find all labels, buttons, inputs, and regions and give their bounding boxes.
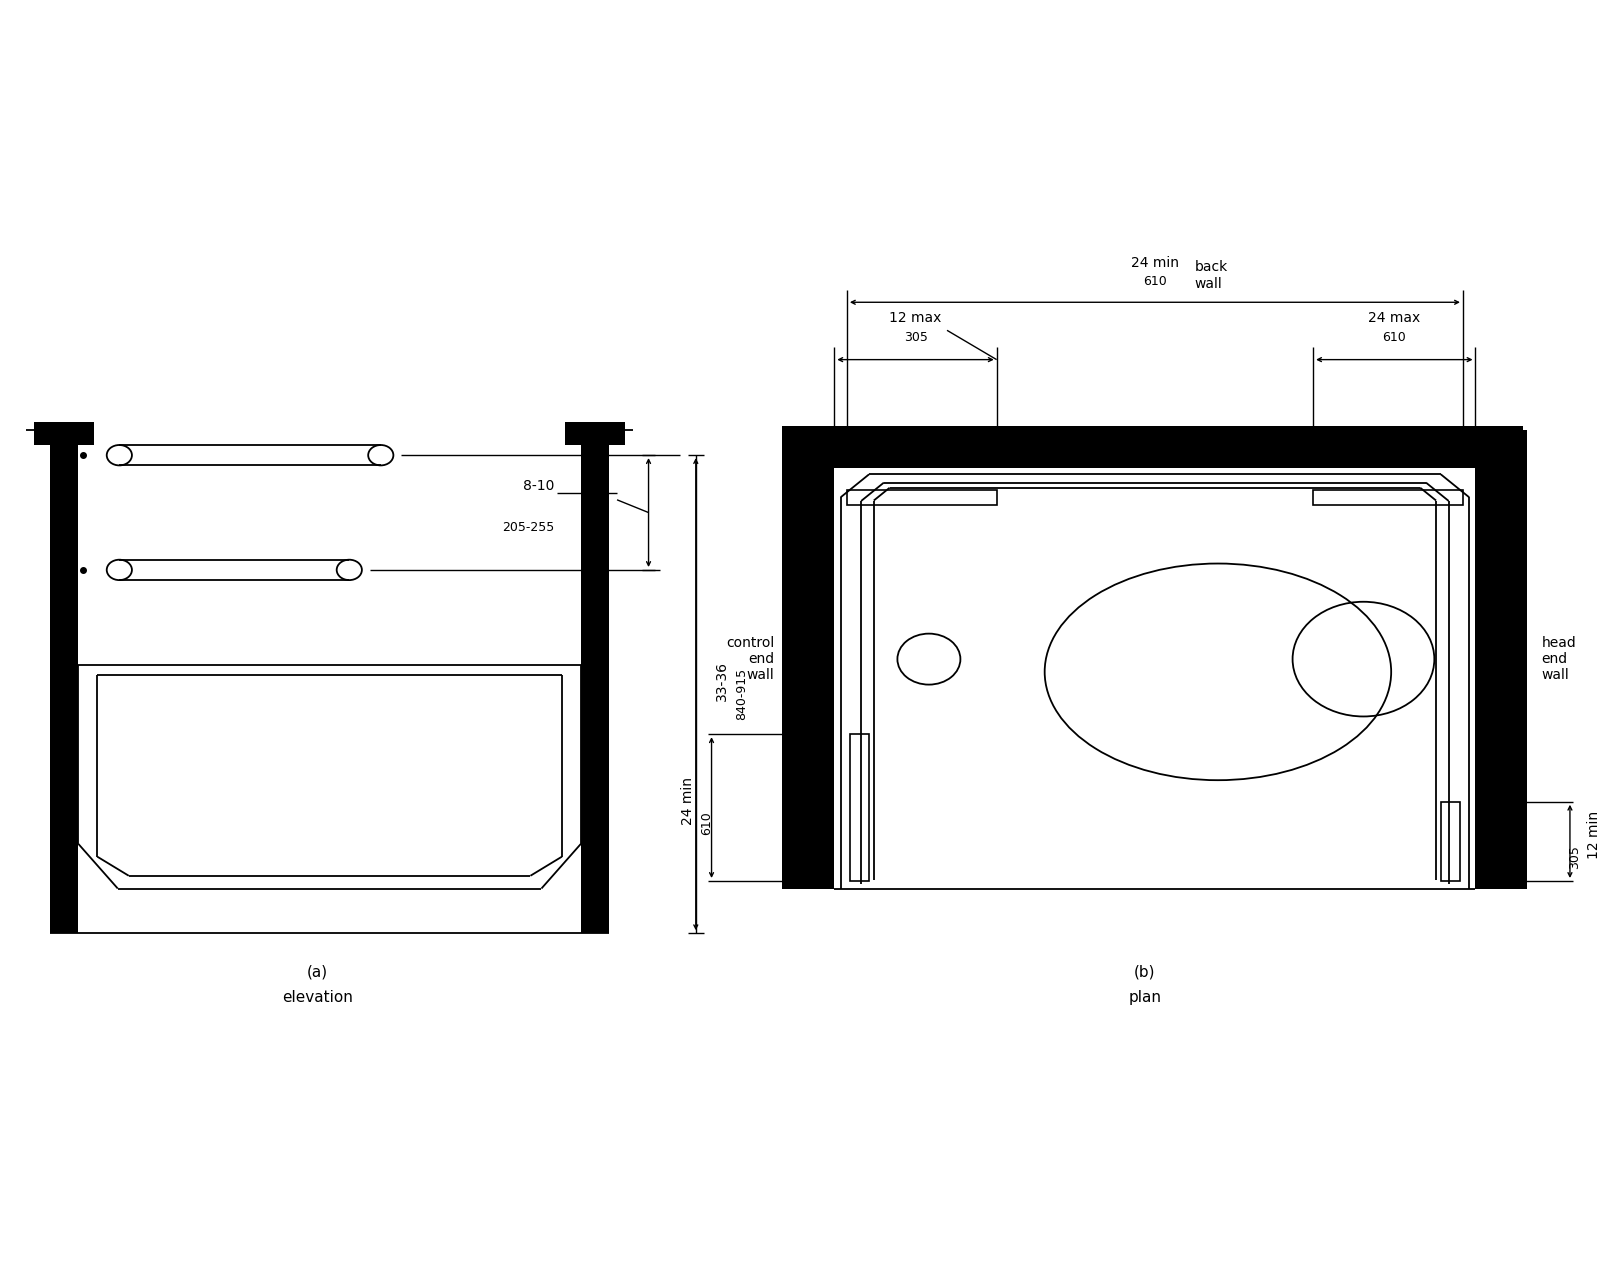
Text: back
wall: back wall xyxy=(1194,260,1227,291)
Text: 24 min: 24 min xyxy=(682,777,694,826)
Text: 305: 305 xyxy=(1568,845,1581,869)
Text: 610: 610 xyxy=(1142,275,1166,288)
Bar xyxy=(1475,430,1528,888)
Bar xyxy=(34,422,94,445)
Text: head
end
wall: head end wall xyxy=(1541,636,1576,682)
Bar xyxy=(846,490,997,504)
Text: 12 min: 12 min xyxy=(1587,812,1600,859)
Text: 8-10: 8-10 xyxy=(523,480,554,493)
Bar xyxy=(1440,801,1459,881)
Text: 305: 305 xyxy=(904,332,928,344)
Bar xyxy=(782,430,835,888)
Text: 24 min: 24 min xyxy=(1131,256,1179,270)
Text: 610: 610 xyxy=(1382,332,1406,344)
Bar xyxy=(782,426,1523,468)
Text: 205-255: 205-255 xyxy=(502,521,554,535)
Text: control
end
wall: control end wall xyxy=(726,636,774,682)
Text: elevation: elevation xyxy=(282,991,354,1006)
Text: (b): (b) xyxy=(1134,965,1155,980)
Text: plan: plan xyxy=(1128,991,1162,1006)
Text: 33-36: 33-36 xyxy=(715,662,728,701)
Bar xyxy=(850,735,869,881)
Text: 840-915: 840-915 xyxy=(734,668,749,721)
Bar xyxy=(50,430,78,933)
Text: 24 max: 24 max xyxy=(1368,311,1421,325)
Text: 12 max: 12 max xyxy=(890,311,942,325)
Bar xyxy=(1314,490,1462,504)
Text: 610: 610 xyxy=(701,812,714,835)
Bar xyxy=(565,422,626,445)
Text: (a): (a) xyxy=(307,965,328,980)
Bar xyxy=(581,430,610,933)
